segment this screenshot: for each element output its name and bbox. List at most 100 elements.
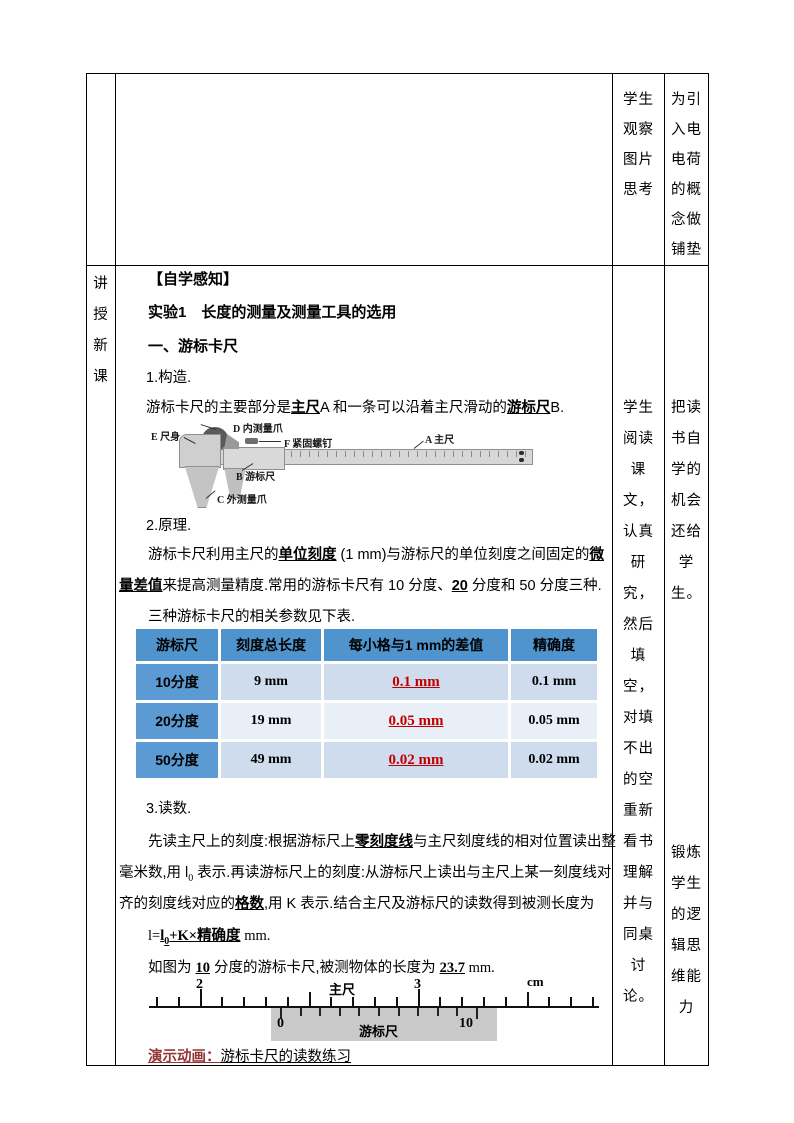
vertical-text-line: 讲 [93, 276, 109, 292]
row-precision: 0.02 mm [511, 742, 597, 778]
vertical-text-line: 念做 [671, 212, 702, 228]
vertical-text-line: 文， [623, 493, 654, 509]
vertical-text-line: 课 [630, 462, 647, 478]
experiment-title: 实验1 长度的测量及测量工具的选用 [148, 304, 397, 321]
reading-line3: 齐的刻度线对应的格数,用 K 表示.结合主尺及游标尺的读数得到被测长度为 [119, 894, 594, 914]
row-total: 9 mm [221, 664, 321, 700]
vertical-text-line: 学生 [671, 876, 702, 892]
cell-row2-activity: 学生 阅读课文， 认真研究， 然后填空， 对填 不出 的空 重新 看书 理解 并与 同桌讨论。 [612, 265, 665, 1066]
vernier-tick [456, 1008, 459, 1016]
vernier-tick [299, 1008, 302, 1016]
vertical-text-line: 学的 [671, 462, 702, 478]
unit-cm: cm [527, 974, 544, 989]
row-diff-answer: 0.02 mm [388, 752, 444, 768]
main-scale-line [149, 1006, 599, 1008]
vertical-text-line: 思考 [623, 182, 654, 198]
main-scale-tick [308, 992, 311, 1006]
main-scale-tick [439, 997, 442, 1006]
vernier-tick [280, 1008, 282, 1019]
vernier-tick [476, 1008, 478, 1019]
vertical-text-line: 书自 [671, 431, 702, 447]
label-C-outer-jaw: C 外测量爪 [217, 495, 267, 506]
vertical-text-line: 不出 [623, 741, 654, 757]
blank-answer: l [160, 928, 165, 944]
main-scale-tick [417, 989, 420, 1006]
main-scale-tick [221, 997, 224, 1006]
cell-row1-content [115, 73, 613, 266]
blank-answer: 10 [195, 960, 211, 976]
blank-answer: 单位刻度 [278, 547, 337, 563]
vertical-text-line: 然后 [623, 617, 654, 633]
vernier-scale-box: 0 游标尺 10 [271, 1008, 497, 1041]
table-row: 50分度 49 mm 0.02 mm 0.02 mm [136, 742, 597, 778]
vertical-text-line: 重新 [623, 803, 654, 819]
text-run: A 和一条可以沿着主尺滑动的 [320, 400, 507, 416]
leader-line [259, 441, 281, 442]
main-scale-tick [243, 997, 246, 1006]
text-run: mm. [465, 960, 495, 976]
blank-answer: 零刻度线 [355, 834, 414, 850]
blank-answer: 20 [451, 578, 468, 594]
text-run: 与主尺刻度线的相对位置读出整 [413, 834, 617, 850]
table-row: 20分度 19 mm 0.05 mm 0.05 mm [136, 703, 597, 739]
blank-answer: 量差值 [119, 578, 163, 594]
label-F-lock-screw: F 紧固螺钉 [284, 439, 333, 450]
main-scale-tick [265, 997, 267, 1006]
text-run: 如图为 [148, 960, 196, 976]
blank-answer: 格数 [235, 896, 264, 912]
vertical-text-line: 讨 [630, 958, 647, 974]
vertical-text-line: 论。 [623, 989, 654, 1005]
label-A-main-scale: A 主尺 [425, 435, 455, 446]
demo-animation-prefix: 演示动画： [148, 1049, 221, 1065]
row-diff-answer: 0.1 mm [392, 674, 440, 690]
main-scale-tick [177, 997, 180, 1006]
vertical-text-line: 把读 [671, 400, 702, 416]
vertical-text-line: 还给 [671, 524, 702, 540]
vertical-text-line: 辑思 [671, 938, 702, 954]
lesson-plan-table: 学生 观察 图片 思考 为引 入电 电荷 的概 念做 铺垫 讲授新课 【自学感知】 实验1 长度… [86, 73, 709, 1066]
leader-line [413, 440, 424, 449]
vernier-tick [319, 1008, 322, 1016]
caliper-beam-scale [192, 451, 532, 457]
vertical-text-line: 研 [630, 555, 647, 571]
label-B-vernier: B 游标尺 [236, 472, 276, 483]
main-scale-tick [199, 989, 202, 1006]
reading-label: 3.读数. [146, 801, 192, 817]
vertical-text-line: 电荷 [671, 152, 702, 168]
vertical-text-line: 授 [93, 307, 109, 323]
main-scale-tick [330, 997, 333, 1006]
blank-answer: 23.7 [439, 960, 465, 976]
vertical-text-line: 新 [93, 338, 109, 354]
cell-row2-content: 【自学感知】 实验1 长度的测量及测量工具的选用 一、游标卡尺 1.构造. 游标… [115, 265, 616, 1067]
blank-answer: +K× [169, 928, 198, 944]
demo-animation-line: 演示动画：游标卡尺的读数练习 [148, 1047, 351, 1067]
row-total: 19 mm [221, 703, 321, 739]
row-diff-answer: 0.05 mm [388, 713, 444, 729]
length-formula: l=l0+K×精确度 mm. [148, 926, 270, 952]
caliper-lock-screw [245, 438, 258, 444]
row-name: 50分度 [136, 742, 218, 778]
vernier-tick [358, 1008, 361, 1016]
self-study-intent-note: 把读 书自 学的 机会 还给学生。 [665, 393, 708, 610]
cell-row1-intent: 为引 入电 电荷 的概 念做 铺垫 [664, 73, 709, 266]
main-scale-tick [461, 997, 464, 1006]
caliper-beam-hole [519, 451, 524, 455]
main-scale-tick [286, 997, 289, 1006]
col-header-diff: 每小格与1 mm的差值 [324, 629, 508, 661]
text-run: mm. [240, 928, 271, 944]
vertical-text-line: 学生 [623, 92, 654, 108]
text-run: ,用 K 表示.结合主尺及游标尺的读数得到被测长度为 [264, 896, 595, 912]
blank-answer: 微 [589, 547, 604, 563]
vertical-text-line: 锻炼 [671, 845, 702, 861]
label-D-inner-jaw: D 内测量爪 [233, 424, 283, 435]
vernier-tick [436, 1008, 439, 1016]
main-scale-tick [395, 997, 398, 1006]
text-run: (1 mm)与游标尺的单位刻度之间固定的 [336, 547, 590, 563]
vernier-0: 0 [277, 1016, 284, 1031]
logic-training-note: 锻炼 学生 的逻 辑思 维能力 [665, 838, 708, 1024]
stage-label-teach-new-lesson: 讲授新课 [87, 269, 115, 393]
reading-line1: 先读主尺上的刻度:根据游标尺上零刻度线与主尺刻度线的相对位置读出整 [148, 832, 616, 852]
text-run: B. [550, 400, 565, 416]
vertical-text-line: 学 [678, 555, 695, 571]
student-reading-note: 学生 阅读课文， 认真研究， 然后填空， 对填 不出 的空 重新 看书 理解 并与 同桌讨论。 [613, 393, 664, 1013]
